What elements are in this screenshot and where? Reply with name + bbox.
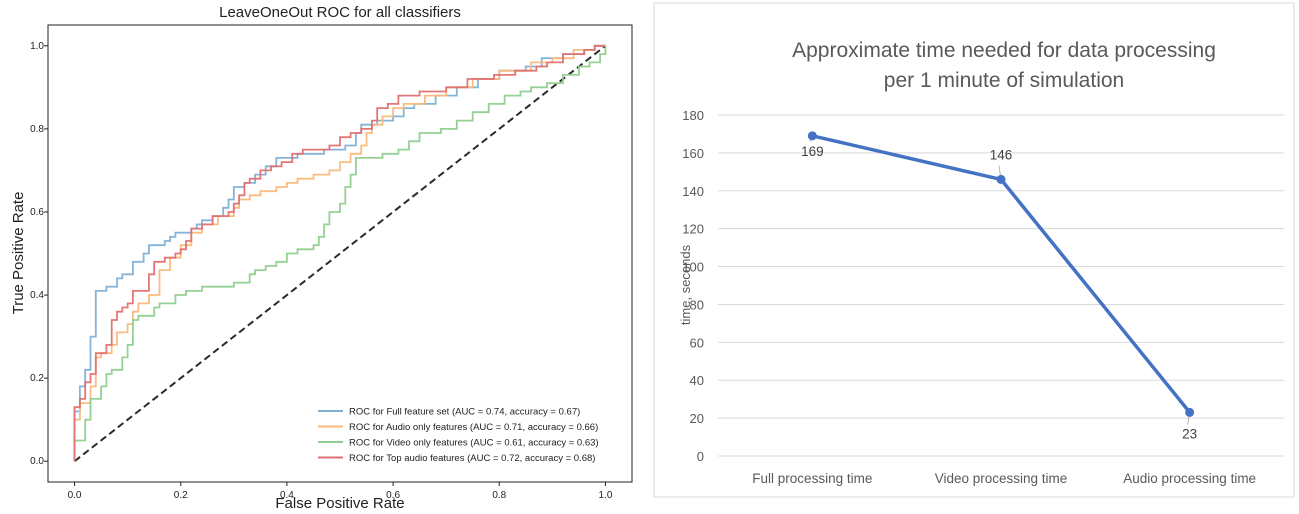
y-tick-label: 60 <box>690 335 704 350</box>
time-series: 169 146 23 <box>801 131 1197 441</box>
roc-x-tick-label: 0.6 <box>386 490 400 501</box>
roc-chart-title: LeaveOneOut ROC for all classifiers <box>219 4 461 21</box>
y-tick-label: 180 <box>682 108 704 123</box>
data-point <box>996 174 1006 184</box>
data-label: 23 <box>1182 426 1197 441</box>
roc-legend-entry: ROC for Video only features (AUC = 0.61,… <box>349 438 599 449</box>
roc-y-tick-label: 0.2 <box>30 373 44 384</box>
roc-x-tick-label: 0.0 <box>68 490 82 501</box>
x-category-label: Audio processing time <box>1123 471 1256 486</box>
data-point <box>807 131 817 141</box>
y-tick-label: 20 <box>690 411 704 426</box>
data-label: 169 <box>801 144 824 159</box>
x-category-label: Full processing time <box>752 471 872 486</box>
roc-x-axis-label: False Positive Rate <box>275 495 404 512</box>
roc-y-tick-label: 1.0 <box>30 41 44 52</box>
x-categories: Full processing time Video processing tim… <box>752 471 1256 486</box>
roc-legend-entry: ROC for Top audio features (AUC = 0.72, … <box>349 453 595 464</box>
roc-y-tick-label: 0.6 <box>30 207 44 218</box>
roc-series-line-2 <box>73 44 606 462</box>
roc-series-line-3 <box>73 45 607 462</box>
chart-title-line-1: Approximate time needed for data process… <box>792 39 1216 62</box>
roc-x-tick-label: 0.8 <box>492 490 506 501</box>
x-category-label: Video processing time <box>935 471 1068 486</box>
roc-y-tick-label: 0.8 <box>30 124 44 135</box>
y-tick-label: 120 <box>682 222 704 237</box>
processing-time-chart: Approximate time needed for data process… <box>653 2 1295 498</box>
y-tick-label: 80 <box>690 297 704 312</box>
y-tick-label: 40 <box>690 373 704 388</box>
roc-x-ticks: 0.0 0.2 0.4 0.6 0.8 1.0 <box>68 482 613 501</box>
data-point <box>1185 407 1195 417</box>
roc-chart: LeaveOneOut ROC for all classifiers Fals… <box>10 4 633 512</box>
roc-chance-line <box>73 44 607 463</box>
chart-title-line-2: per 1 minute of simulation <box>884 69 1124 92</box>
roc-series-lines <box>73 44 607 463</box>
y-tick-label: 100 <box>682 260 704 275</box>
y-tick-label: 140 <box>682 184 704 199</box>
roc-x-tick-label: 0.4 <box>280 490 294 501</box>
y-tick-label: 0 <box>697 449 704 464</box>
y-axis-label: time, seconds <box>678 244 693 325</box>
gridlines <box>718 114 1284 457</box>
roc-y-tick-label: 0.0 <box>30 456 44 467</box>
roc-y-tick-label: 0.4 <box>30 290 44 301</box>
roc-series-line-4 <box>73 44 606 462</box>
roc-x-tick-label: 0.2 <box>174 490 188 501</box>
data-label: 146 <box>990 147 1013 162</box>
roc-x-tick-label: 1.0 <box>599 490 613 501</box>
y-ticks: 0 20 40 60 80 100 120 140 160 180 <box>682 108 704 464</box>
y-tick-label: 160 <box>682 146 704 161</box>
roc-legend-entry: ROC for Full feature set (AUC = 0.74, ac… <box>349 407 580 418</box>
roc-y-axis-label: True Positive Rate <box>10 192 27 315</box>
roc-y-ticks: 0.0 0.2 0.4 0.6 0.8 1.0 <box>30 41 48 467</box>
roc-legend-entry: ROC for Audio only features (AUC = 0.71,… <box>349 422 598 433</box>
roc-legend: ROC for Full feature set (AUC = 0.74, ac… <box>318 407 599 464</box>
